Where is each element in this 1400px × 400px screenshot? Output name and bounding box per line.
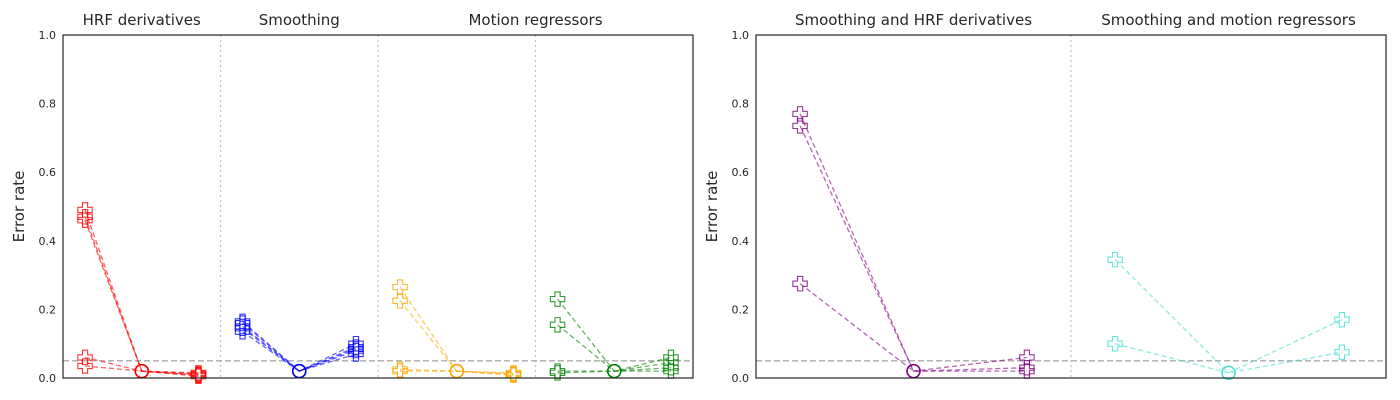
data-point-plus bbox=[1019, 349, 1035, 366]
y-tick-label: 0.2 bbox=[39, 303, 57, 316]
left-chart-panel: 0.0 0.2 0.4 0.6 0.8 1.0 Error rate HRF derivati… bbox=[10, 11, 694, 385]
series-line bbox=[1114, 343, 1343, 374]
data-point-plus bbox=[234, 320, 251, 337]
series-line bbox=[799, 113, 1027, 372]
series-group-2 bbox=[392, 279, 522, 384]
series-line bbox=[799, 283, 1027, 372]
data-point-plus bbox=[77, 349, 93, 366]
y-tick-label: 1.0 bbox=[39, 29, 57, 42]
group-title: Smoothing bbox=[259, 11, 340, 29]
data-point-plus bbox=[1107, 251, 1123, 268]
series-line bbox=[84, 365, 199, 376]
y-tick-label: 0.6 bbox=[732, 166, 750, 179]
data-point-plus bbox=[392, 293, 408, 309]
data-point-plus bbox=[549, 365, 566, 381]
y-tick-label: 0.2 bbox=[732, 303, 750, 316]
series-line bbox=[242, 322, 357, 372]
series-line bbox=[84, 216, 199, 376]
group-title: Smoothing and motion regressors bbox=[1101, 11, 1356, 29]
series-group-0 bbox=[77, 202, 207, 385]
series-line bbox=[400, 370, 514, 376]
data-point-plus bbox=[549, 291, 566, 307]
data-point-plus bbox=[792, 118, 808, 134]
axes-frame bbox=[755, 34, 1387, 379]
group-title: HRF derivatives bbox=[83, 11, 201, 29]
series-line bbox=[399, 300, 514, 376]
series-line bbox=[799, 125, 1027, 372]
data-point-plus bbox=[77, 212, 93, 228]
y-tick-label: 1.0 bbox=[732, 29, 750, 42]
y-tick-label: 0.0 bbox=[732, 372, 750, 385]
data-point-plus bbox=[505, 367, 522, 384]
y-tick-label: 0.4 bbox=[39, 235, 57, 248]
series-line bbox=[1114, 259, 1343, 374]
axes-frame bbox=[62, 34, 694, 379]
data-point-plus bbox=[392, 279, 408, 295]
data-point-plus bbox=[792, 275, 808, 292]
series-line bbox=[84, 209, 199, 374]
data-point-plus bbox=[190, 367, 207, 384]
group-title: Smoothing and HRF derivatives bbox=[795, 11, 1032, 29]
y-tick-label: 0.0 bbox=[39, 372, 57, 385]
data-point-circle bbox=[1221, 365, 1236, 381]
data-point-plus bbox=[1334, 311, 1350, 328]
data-point-plus bbox=[1107, 335, 1123, 352]
data-point-plus bbox=[549, 317, 566, 333]
y-tick-label: 0.4 bbox=[732, 235, 750, 248]
series-group-0 bbox=[792, 106, 1035, 379]
series-line bbox=[242, 320, 357, 372]
y-tick-label: 0.8 bbox=[732, 98, 750, 111]
data-point-plus bbox=[1334, 344, 1350, 361]
y-tick-label: 0.6 bbox=[39, 166, 57, 179]
series-group-3 bbox=[549, 291, 679, 381]
series-line bbox=[399, 286, 514, 374]
data-point-plus bbox=[348, 341, 364, 357]
y-tick-label: 0.8 bbox=[39, 98, 57, 111]
series-line bbox=[84, 219, 199, 377]
data-point-plus bbox=[77, 358, 93, 374]
group-title: Motion regressors bbox=[468, 11, 602, 29]
series-line bbox=[557, 370, 671, 374]
y-axis-label: Error rate bbox=[703, 171, 721, 243]
right-chart-panel: 0.0 0.2 0.4 0.6 0.8 1.0 Error rate Smoothing an… bbox=[703, 11, 1387, 385]
y-axis-label: Error rate bbox=[10, 171, 28, 243]
series-group-1 bbox=[1107, 251, 1350, 381]
data-point-plus bbox=[663, 349, 679, 366]
series-group-1 bbox=[234, 313, 364, 379]
